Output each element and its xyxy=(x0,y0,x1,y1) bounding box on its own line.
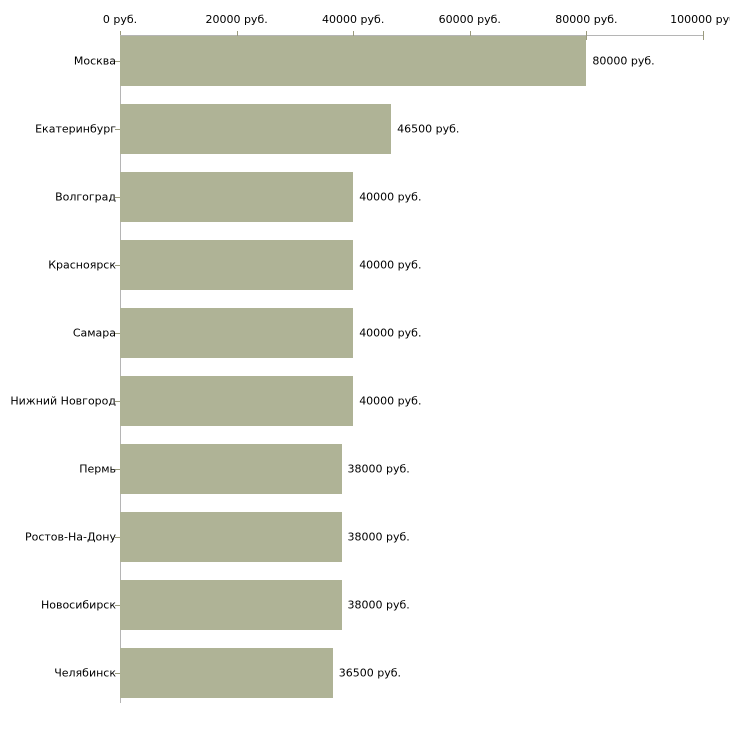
category-axis-label: Екатеринбург xyxy=(35,122,116,136)
category-axis-tick xyxy=(115,197,120,198)
category-axis-line xyxy=(120,35,121,703)
category-axis-label: Самара xyxy=(72,326,116,340)
value-axis-tick-label: 80000 руб. xyxy=(555,13,618,26)
bar-value-label: 36500 руб. xyxy=(338,666,402,680)
value-axis-line xyxy=(120,35,703,36)
category-axis-tick xyxy=(115,605,120,606)
bar[interactable] xyxy=(120,172,354,222)
category-axis-label: Новосибирск xyxy=(40,598,116,612)
value-axis-tick xyxy=(469,31,471,40)
bar[interactable] xyxy=(120,36,587,86)
bar[interactable] xyxy=(120,104,392,154)
bar-value-label: 38000 руб. xyxy=(347,462,410,476)
value-axis-tick-label: 60000 руб. xyxy=(438,13,501,26)
value-axis-tick-label: 40000 руб. xyxy=(322,13,385,26)
value-axis-tick-label: 0 руб. xyxy=(102,13,138,26)
bar[interactable] xyxy=(120,580,342,630)
category-axis-tick xyxy=(115,265,120,266)
value-axis-tick-label: 100000 руб xyxy=(670,13,730,26)
category-axis-tick xyxy=(115,537,120,538)
category-axis-label: Ростов-На-Дону xyxy=(24,530,116,544)
category-axis-tick xyxy=(115,469,120,470)
bar[interactable] xyxy=(120,308,354,358)
bar[interactable] xyxy=(120,444,342,494)
bar-value-label: 40000 руб. xyxy=(359,394,422,408)
bar-value-label: 40000 руб. xyxy=(359,258,422,272)
value-axis-tick-label: 20000 руб. xyxy=(205,13,268,26)
bar-value-label: 80000 руб. xyxy=(592,54,655,68)
bar-value-label: 40000 руб. xyxy=(359,190,422,204)
bar-value-label: 38000 руб. xyxy=(347,598,410,612)
bar[interactable] xyxy=(120,512,342,562)
value-axis-tick xyxy=(586,31,588,40)
bar[interactable] xyxy=(120,376,354,426)
bar[interactable] xyxy=(120,240,354,290)
bar[interactable] xyxy=(120,648,333,698)
bar-value-label: 46500 руб. xyxy=(397,122,460,136)
bar-value-label: 40000 руб. xyxy=(359,326,422,340)
category-axis-tick xyxy=(115,333,120,334)
category-axis-tick xyxy=(115,401,120,402)
bar-value-label: 38000 руб. xyxy=(347,530,410,544)
category-axis-label: Москва xyxy=(73,54,116,68)
category-axis-label: Волгоград xyxy=(55,190,116,204)
category-axis-tick xyxy=(115,61,120,62)
category-axis-tick xyxy=(115,673,120,674)
category-axis-label: Челябинск xyxy=(54,666,116,680)
value-axis-tick xyxy=(703,31,704,40)
value-axis-tick xyxy=(236,31,238,40)
category-axis-label: Пермь xyxy=(79,462,116,476)
category-axis-label: Красноярск xyxy=(48,258,116,272)
value-axis-tick xyxy=(353,31,355,40)
category-axis-label: Нижний Новгород xyxy=(10,394,116,408)
category-axis-tick xyxy=(115,129,120,130)
